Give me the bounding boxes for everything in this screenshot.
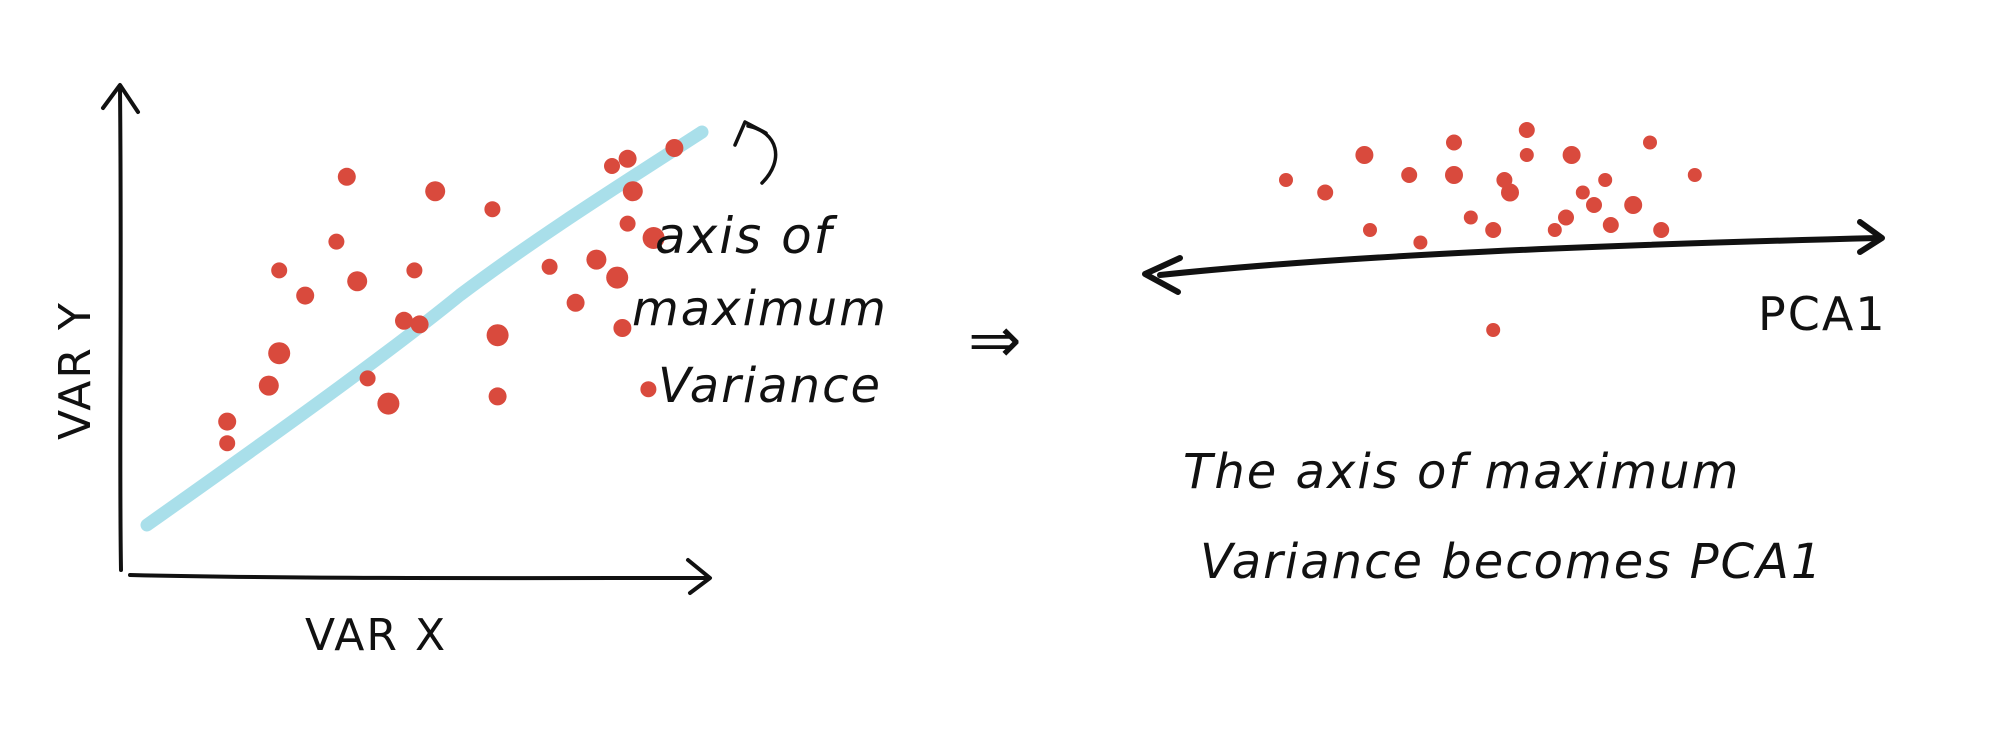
right-data-point: [1598, 173, 1613, 187]
left-data-point: [271, 262, 288, 279]
left-data-point: [618, 149, 637, 168]
right-data-point: [1562, 146, 1581, 164]
annotation-curved-arrow: [746, 124, 778, 185]
right-data-point: [1519, 148, 1534, 162]
left-data-point: [425, 181, 446, 202]
left-data-point: [395, 311, 413, 330]
left-data-point: [541, 258, 558, 275]
left-scatter-panel: VAR X VAR Y axis of maximum Variance: [50, 83, 888, 661]
right-data-point: [1486, 323, 1501, 337]
annotation-line-3: Variance: [658, 358, 882, 414]
y-axis-label: VAR Y: [50, 301, 101, 440]
caption-line-2: Variance becomes PCA1: [1200, 534, 1823, 590]
right-data-point: [1485, 222, 1502, 238]
left-data-point: [606, 266, 629, 289]
right-data-point: [1575, 185, 1590, 200]
x-axis-line: [128, 573, 710, 581]
annotation-line-1: axis of: [655, 207, 838, 265]
right-data-point: [1643, 135, 1657, 150]
right-data-point: [1446, 134, 1462, 151]
right-data-point: [1586, 197, 1602, 213]
right-projection-panel: PCA1 The axis of maximum Variance become…: [1142, 122, 1887, 590]
right-data-point: [1624, 196, 1643, 214]
right-data-point: [1547, 223, 1562, 237]
caption-line-1: The axis of maximum: [1183, 444, 1740, 500]
right-data-point: [1518, 122, 1535, 138]
left-data-point: [328, 233, 345, 250]
right-data-point: [1413, 235, 1428, 250]
left-data-point: [347, 271, 368, 292]
left-data-point: [642, 227, 665, 249]
left-data-point: [406, 262, 423, 279]
x-axis-label: VAR X: [305, 610, 447, 661]
right-data-point: [1501, 183, 1519, 202]
left-data-point: [488, 387, 507, 406]
annotation-arrowhead: [733, 120, 768, 147]
left-data-point: [218, 412, 237, 431]
right-data-point: [1279, 173, 1293, 187]
right-data-point: [1558, 209, 1574, 226]
left-data-point: [484, 201, 501, 218]
left-data-point: [622, 181, 643, 202]
y-axis-line: [118, 86, 123, 572]
right-data-point: [1363, 223, 1377, 237]
y-axis-arrowhead: [101, 83, 140, 114]
pca1-arrowhead-left: [1142, 255, 1183, 295]
left-data-point: [219, 435, 236, 452]
left-data-point: [258, 375, 279, 396]
left-data-point: [410, 315, 429, 334]
right-data-point: [1355, 146, 1374, 164]
left-data-point: [359, 370, 376, 387]
pca1-axis-label: PCA1: [1758, 287, 1887, 341]
left-data-point: [377, 392, 400, 415]
transform-arrow: ⇒: [968, 304, 1024, 378]
left-data-point: [337, 167, 356, 186]
max-variance-line: [140, 125, 709, 532]
left-data-point: [613, 319, 632, 337]
left-data-point: [296, 286, 315, 305]
left-data-point: [486, 324, 509, 347]
pca1-arrowhead-right: [1857, 219, 1885, 255]
right-scatter-points: [1279, 122, 1702, 337]
right-data-point: [1317, 184, 1334, 201]
left-scatter-points: [218, 139, 684, 452]
annotation-line-2: maximum: [632, 281, 888, 337]
left-data-point: [604, 158, 620, 174]
right-data-point: [1401, 167, 1418, 183]
left-data-point: [665, 139, 684, 157]
left-data-point: [619, 215, 636, 232]
left-data-point: [640, 381, 657, 398]
right-data-point: [1653, 222, 1670, 238]
pca1-axis-line: [1157, 235, 1881, 278]
right-data-point: [1602, 217, 1619, 233]
right-data-point: [1463, 210, 1478, 225]
left-data-point: [268, 342, 291, 365]
left-data-point: [586, 249, 607, 270]
right-data-point: [1445, 166, 1463, 184]
right-data-point: [1687, 168, 1702, 182]
left-data-point: [566, 293, 585, 312]
x-axis-arrowhead: [686, 558, 712, 595]
